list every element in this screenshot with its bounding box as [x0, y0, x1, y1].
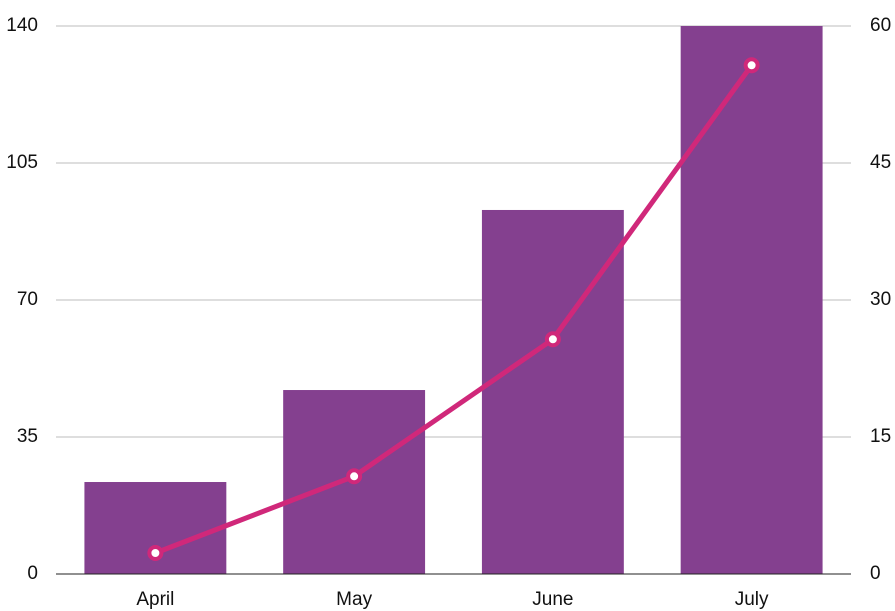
x-tick-label: July	[735, 589, 769, 610]
point	[544, 331, 561, 348]
y2-tick-label: 0	[870, 563, 881, 584]
y2-tick-label: 30	[870, 289, 891, 310]
bar	[481, 209, 624, 574]
point	[346, 468, 363, 485]
y-tick-label: 35	[17, 426, 38, 447]
y-tick-label: 140	[6, 15, 38, 36]
point	[147, 544, 164, 561]
y2-tick-label: 60	[870, 15, 891, 36]
point	[743, 57, 760, 74]
y-tick-label: 70	[17, 289, 38, 310]
y2-tick-label: 45	[870, 152, 891, 173]
line	[154, 63, 754, 556]
y-tick-label: 105	[6, 152, 38, 173]
bar	[680, 26, 823, 574]
x-tick-label: April	[136, 589, 174, 610]
y2-tick-label: 15	[870, 426, 891, 447]
y-tick-label: 0	[27, 563, 38, 584]
x-tick-label: May	[336, 589, 372, 610]
x-tick-label: June	[532, 589, 573, 610]
